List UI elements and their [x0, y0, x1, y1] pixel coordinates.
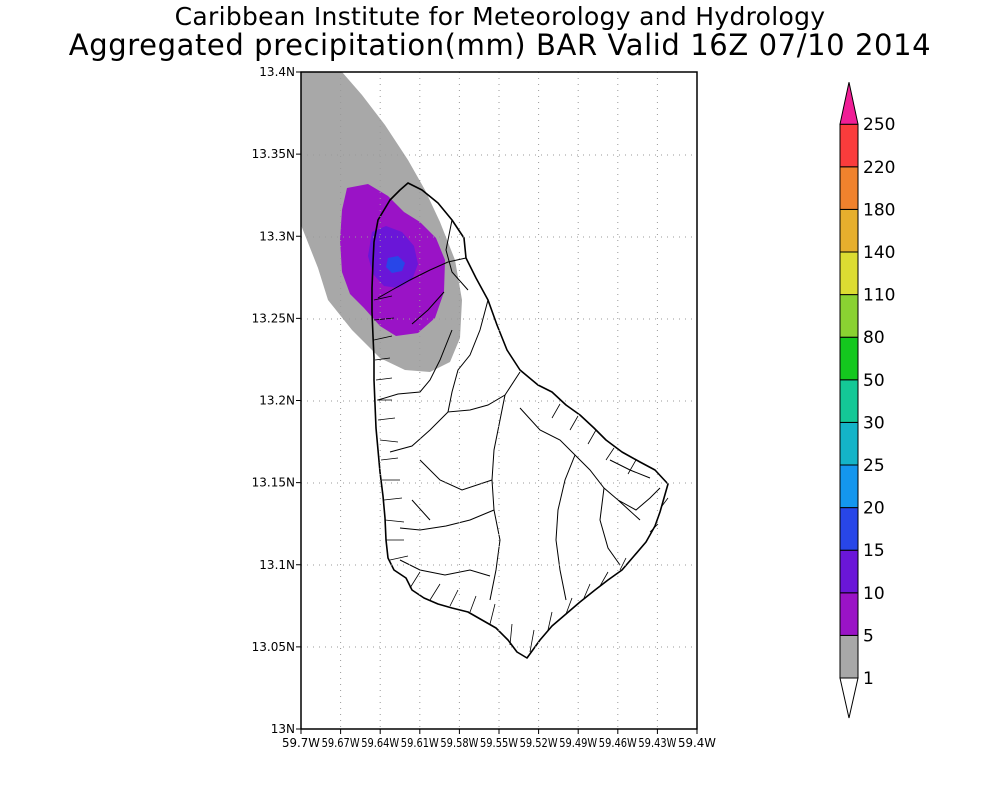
lat-tick-label: 13.2N — [259, 394, 295, 408]
lon-tick-label: 59.4W — [678, 736, 716, 750]
colorbar-level-label: 80 — [863, 328, 885, 348]
colorbar-level-label: 30 — [863, 413, 885, 433]
lat-tick-label: 13.25N — [252, 311, 295, 325]
colorbar-level-label: 140 — [863, 243, 895, 263]
colorbar-level-label: 5 — [863, 626, 874, 646]
colorbar-band — [839, 251, 859, 296]
lon-tick-label: 59.55W — [480, 736, 518, 750]
lon-tick-label: 59.67W — [322, 736, 360, 750]
colorbar-level-label: 110 — [863, 286, 895, 306]
title-line-2: Aggregated precipitation(mm) BAR Valid 1… — [68, 28, 932, 62]
colorbar-level-label: 50 — [863, 371, 885, 391]
colorbar-band — [839, 549, 859, 594]
grid-lines — [301, 72, 697, 729]
colorbar-band — [839, 123, 859, 168]
lon-tick-label: 59.52W — [520, 736, 558, 750]
colorbar-under-arrow — [839, 677, 859, 719]
colorbar-level-label: 25 — [863, 456, 885, 476]
watershed-boundaries — [377, 219, 661, 601]
precip-area-15-20mm — [386, 256, 405, 273]
coastal-gullies — [373, 295, 669, 653]
colorbar-band — [839, 634, 859, 679]
lon-tick-label: 59.58W — [440, 736, 478, 750]
island-coastline — [371, 182, 669, 659]
lat-tick-label: 13N — [271, 722, 295, 736]
colorbar-band — [839, 208, 859, 253]
lat-tick-label: 13.35N — [252, 147, 295, 161]
colorbar-level-label: 20 — [863, 499, 885, 519]
latitude-axis: 13.4N 13.35N 13.3N 13.25N 13.2N 13.15N 13.1N 13… — [252, 65, 301, 736]
lon-tick-label: 59.61W — [401, 736, 439, 750]
colorbar-band — [839, 336, 859, 381]
colorbar-level-label: 180 — [863, 200, 895, 220]
lon-tick-label: 59.43W — [638, 736, 676, 750]
colorbar-level-label: 220 — [863, 158, 895, 178]
colorbar-level-label: 15 — [863, 541, 885, 561]
lat-tick-label: 13.15N — [252, 476, 295, 490]
colorbar-band — [839, 507, 859, 551]
colorbar-band — [839, 421, 859, 466]
lon-tick-label: 59.49W — [559, 736, 597, 750]
lat-tick-label: 13.05N — [252, 640, 295, 654]
colorbar-over-arrow — [839, 82, 859, 125]
lat-tick-label: 13.4N — [259, 65, 295, 79]
lon-tick-label: 59.46W — [599, 736, 637, 750]
colorbar-band — [839, 294, 859, 338]
colorbar-band — [839, 464, 859, 509]
colorbar-level-label: 250 — [863, 115, 895, 135]
lat-tick-label: 13.1N — [259, 558, 295, 572]
lon-tick-label: 59.64W — [361, 736, 399, 750]
colorbar-level-label: 10 — [863, 584, 885, 604]
lon-tick-label: 59.7W — [282, 736, 320, 750]
colorbar-level-label: 1 — [863, 669, 874, 689]
colorbar-band — [839, 166, 859, 210]
longitude-axis: 59.7W 59.67W 59.64W 59.61W 59.58W 59.55W 59.52… — [282, 729, 716, 750]
map-panel — [301, 72, 669, 659]
lat-tick-label: 13.3N — [259, 229, 295, 243]
title-line-1: Caribbean Institute for Meteorology and … — [174, 2, 826, 31]
colorbar-band — [839, 379, 859, 423]
colorbar-band — [839, 592, 859, 636]
